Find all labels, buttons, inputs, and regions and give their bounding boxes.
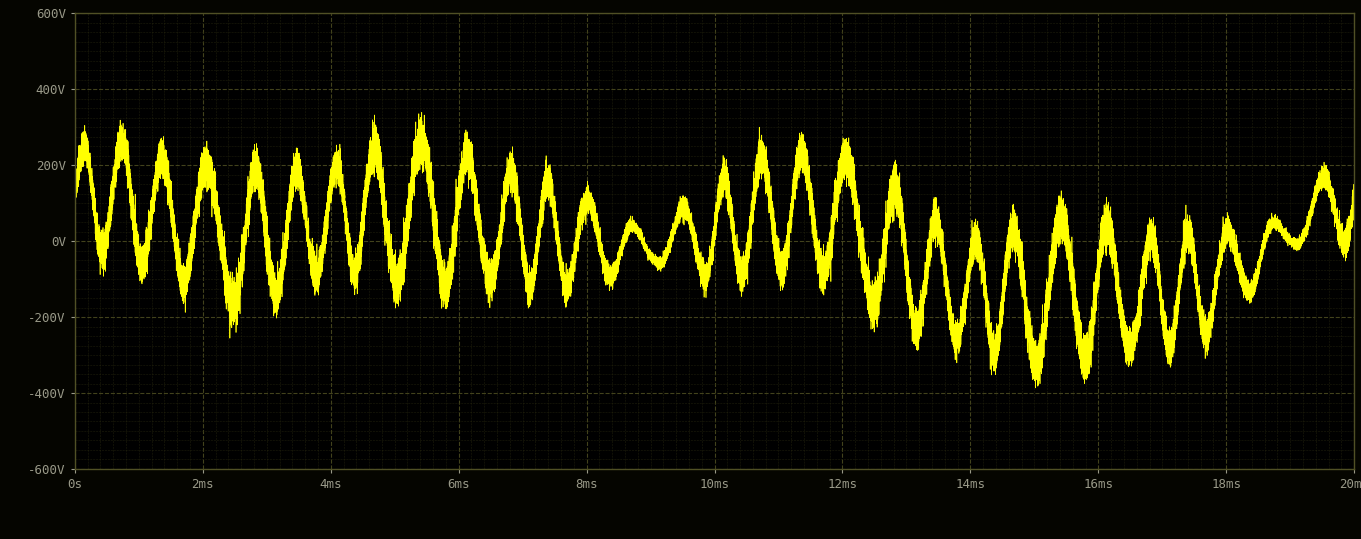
Legend: V(R119:2): V(R119:2) [87, 535, 200, 539]
